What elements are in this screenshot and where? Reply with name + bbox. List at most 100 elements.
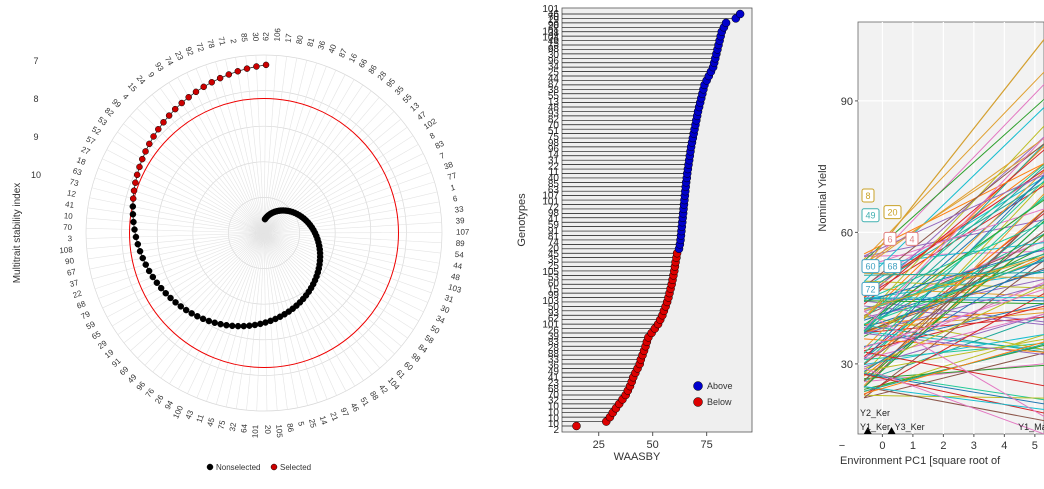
nonselected-point [140, 255, 146, 261]
selected-point [151, 133, 157, 139]
genotype-label: 80 [295, 34, 306, 45]
selected-point [201, 84, 207, 90]
above-mean-point [736, 10, 744, 18]
x-tick-label: 5 [1032, 440, 1038, 452]
nonselected-point [154, 280, 160, 286]
x-tick-label: 2 [940, 440, 946, 452]
selected-point [209, 79, 215, 85]
selected-point [143, 148, 149, 154]
polar-spoke [98, 168, 264, 233]
radial-tick-label: 8 [33, 94, 38, 104]
genotype-label: 72 [194, 42, 206, 54]
nonselected-point [130, 211, 136, 217]
selected-point [146, 141, 152, 147]
genotype-label: 83 [434, 139, 446, 151]
polar-spoke [264, 233, 442, 243]
nonselected-point [212, 320, 218, 326]
genotype-label: 25 [307, 418, 318, 429]
polar-spoke [264, 136, 413, 233]
genotype-label: 27 [80, 145, 92, 157]
nonselected-point [163, 290, 169, 296]
genotype-label: 107 [456, 228, 470, 237]
selected-point [186, 94, 192, 100]
genotype-label: 86 [285, 423, 295, 434]
nonselected-point [150, 274, 156, 280]
genotype-label: 68 [75, 299, 87, 311]
genotype-label: 40 [327, 43, 339, 55]
polar-spoke [161, 233, 264, 378]
nonselected-point [194, 313, 200, 319]
genotype-label: 105 [274, 424, 284, 439]
x-tick-label: 25 [593, 439, 605, 451]
polar-spoke [264, 233, 408, 338]
selected-point [155, 126, 161, 132]
nonselected-point [246, 323, 252, 329]
genotype-label: 17 [284, 33, 294, 44]
nonselected-point [173, 299, 179, 305]
nonselected-point [241, 323, 247, 329]
genotype-label: 49 [865, 211, 875, 221]
polar-spoke [87, 233, 264, 249]
nonselected-point [200, 316, 206, 322]
genotype-label: 101 [251, 424, 261, 438]
y-axis-label: Genotypes [516, 193, 528, 247]
x-axis-label: WAASBY [614, 451, 661, 463]
nonselected-point [178, 303, 184, 309]
selected-point [235, 68, 241, 74]
x-tick-label: 50 [647, 439, 659, 451]
legend-marker-below [694, 398, 703, 407]
polar-spoke [264, 119, 401, 233]
polar-spoke [264, 104, 387, 233]
genotype-label: 9 [146, 70, 156, 79]
x-tick-label: 0 [879, 440, 885, 452]
polar-spoke [264, 163, 428, 233]
radial-tick-label: 9 [33, 132, 38, 142]
genotype-label: 37 [69, 278, 80, 289]
mtsi-axis-label: Multitrait stability index [12, 183, 23, 284]
nonselected-point [183, 307, 189, 313]
environment-label: Y1_Ma [1018, 422, 1044, 432]
selected-point [193, 89, 199, 95]
genotype-label: 12 [66, 188, 77, 199]
genotype-label: 20 [887, 208, 897, 218]
selected-point [217, 75, 223, 81]
polar-spoke [107, 233, 264, 317]
genotype-label: 77 [447, 171, 459, 182]
genotype-label: 31 [443, 293, 455, 305]
genotype-label: 68 [887, 262, 897, 272]
nonselected-point [143, 262, 149, 268]
genotype-label: 11 [195, 413, 206, 424]
genotype-label: 44 [453, 261, 464, 271]
polar-spoke [264, 233, 401, 346]
genotype-label: 97 [339, 406, 351, 418]
legend-label-nonselected: Nonselected [216, 463, 260, 472]
genotype-label: 62 [261, 32, 270, 42]
nonselected-point [130, 219, 136, 225]
legend-label-selected: Selected [280, 463, 311, 472]
polar-spoke [264, 56, 287, 233]
genotype-label: 64 [239, 423, 249, 433]
genotype-label: 43 [184, 408, 196, 420]
selected-point [179, 100, 185, 106]
nonselected-point [130, 203, 136, 209]
genotype-label: 79 [80, 309, 92, 321]
nonselected-point [235, 323, 241, 329]
selected-point [130, 196, 136, 202]
genotype-label: 6 [452, 194, 458, 204]
legend-marker-above [694, 382, 703, 391]
genotype-label: 48 [450, 272, 461, 283]
selected-point [263, 62, 269, 68]
selected-point [132, 180, 138, 186]
polar-spoke [226, 233, 264, 407]
nonselected-point [146, 268, 152, 274]
genotype-label: 89 [455, 239, 465, 249]
polar-spoke [264, 66, 326, 233]
genotype-label: 70 [63, 223, 73, 232]
nonselected-point [132, 227, 138, 233]
nonselected-point [257, 321, 263, 327]
nonselected-point [223, 322, 229, 328]
nonselected-point [189, 310, 195, 316]
genotype-label: 32 [228, 421, 238, 432]
genotype-label: 22 [72, 288, 84, 300]
